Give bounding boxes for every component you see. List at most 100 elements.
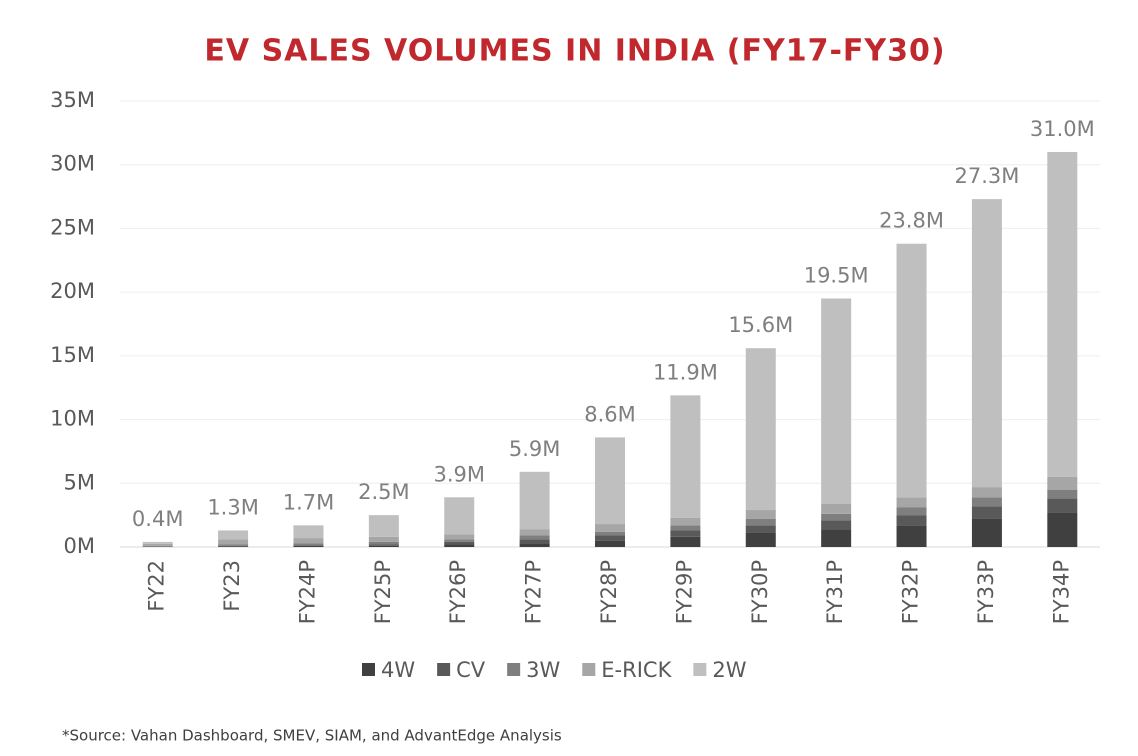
- total-label: 1.7M: [283, 490, 335, 514]
- bar-segment: [218, 530, 249, 540]
- footnote: *Source: Vahan Dashboard, SMEV, SIAM, an…: [62, 727, 562, 745]
- total-label: 31.0M: [1030, 117, 1095, 141]
- bar-segment: [293, 538, 324, 544]
- y-tick-label: 20M: [50, 279, 95, 303]
- legend-label: E-RICK: [601, 658, 672, 682]
- x-tick-label: FY32P: [899, 560, 923, 624]
- bar-segment: [670, 536, 701, 547]
- bar-segment: [444, 544, 475, 547]
- legend-swatch: [507, 663, 521, 676]
- legend-label: CV: [456, 658, 486, 682]
- bar-segment: [595, 437, 625, 525]
- bar-segment: [595, 524, 625, 532]
- bar-segment: [368, 544, 399, 546]
- bar-segment: [519, 535, 550, 540]
- bar-segment: [368, 541, 399, 545]
- bar-segment: [595, 535, 625, 541]
- bar-segment: [293, 545, 324, 546]
- bar-segment: [821, 298, 852, 504]
- x-tick-label: FY29P: [672, 560, 696, 624]
- bar-segment: [896, 497, 927, 508]
- total-label: 3.9M: [433, 462, 485, 486]
- bar-segment: [670, 395, 701, 518]
- chart-title: EV SALES VOLUMES IN INDIA (FY17-FY30): [204, 34, 945, 69]
- total-label: 19.5M: [804, 264, 869, 288]
- y-tick-label: 0M: [64, 534, 95, 558]
- bar-segment: [444, 497, 475, 535]
- bar-segment: [368, 545, 399, 547]
- bar-segment: [368, 515, 399, 537]
- bar-segment: [519, 543, 550, 547]
- legend-label: 2W: [712, 658, 746, 682]
- legend-swatch: [693, 663, 707, 676]
- bar-segment: [293, 545, 324, 547]
- bar-segment: [745, 525, 776, 533]
- bar-segment: [595, 531, 625, 536]
- bar-segment: [1047, 498, 1078, 513]
- bar-segment: [444, 534, 475, 540]
- bar-segment: [821, 503, 852, 514]
- bar-segment: [519, 539, 550, 544]
- legend-swatch: [362, 663, 375, 676]
- legend-label: 4W: [381, 658, 415, 682]
- bar-segment: [971, 199, 1002, 488]
- bar-segment: [218, 546, 249, 547]
- x-tick-label: FY31P: [823, 560, 847, 624]
- bar-segment: [142, 543, 173, 546]
- total-label: 11.9M: [653, 360, 718, 384]
- bar-segment: [821, 520, 852, 530]
- y-tick-label: 30M: [50, 152, 95, 176]
- bar-segment: [971, 497, 1002, 507]
- x-tick-label: FY28P: [597, 560, 621, 624]
- bar-segment: [896, 243, 927, 498]
- y-tick-label: 5M: [64, 470, 95, 494]
- bar-segment: [218, 545, 249, 547]
- y-tick-label: 15M: [50, 343, 95, 367]
- bar-segment: [821, 513, 852, 521]
- x-tick-label: FY34P: [1049, 560, 1073, 624]
- bar-segment: [142, 541, 173, 544]
- bar-segment: [896, 515, 927, 526]
- total-label: 23.8M: [879, 209, 944, 233]
- bar-segment: [368, 536, 399, 542]
- x-tick-label: FY30P: [748, 560, 772, 624]
- x-tick-label: FY22: [145, 560, 169, 612]
- total-label: 0.4M: [132, 507, 184, 531]
- bar-segment: [519, 471, 550, 530]
- x-tick-label: FY33P: [974, 560, 998, 624]
- bar-segment: [1047, 512, 1078, 547]
- bar-segment: [745, 510, 776, 519]
- bar-segment: [142, 545, 173, 547]
- legend-label: 3W: [526, 658, 560, 682]
- total-label: 27.3M: [954, 164, 1019, 188]
- x-tick-label: FY27P: [522, 560, 546, 624]
- total-label: 8.6M: [584, 402, 636, 426]
- bar-segment: [293, 543, 324, 546]
- y-tick-label: 25M: [50, 215, 95, 239]
- legend-swatch: [582, 663, 596, 676]
- bar-segment: [1047, 151, 1078, 477]
- bar-segment: [745, 532, 776, 547]
- bar-segment: [670, 530, 701, 537]
- bar-segment: [670, 525, 701, 531]
- x-tick-label: FY25P: [371, 560, 395, 624]
- x-tick-label: FY23: [220, 560, 244, 612]
- bar-segment: [444, 539, 475, 542]
- total-label: 2.5M: [358, 480, 410, 504]
- total-label: 1.3M: [207, 495, 259, 519]
- bar-segment: [745, 518, 776, 526]
- bar-segment: [293, 525, 324, 539]
- bar-segment: [519, 529, 550, 536]
- x-tick-label: FY24P: [295, 560, 319, 624]
- total-label: 5.9M: [509, 437, 561, 461]
- y-tick-label: 35M: [50, 88, 95, 112]
- bar-segment: [444, 541, 475, 545]
- bar-segment: [670, 517, 701, 526]
- bar-segment: [821, 529, 852, 547]
- x-tick-label: FY26P: [446, 560, 470, 624]
- bar-segment: [218, 544, 249, 546]
- bar-segment: [745, 348, 776, 511]
- legend-swatch: [437, 663, 451, 676]
- bar-segment: [1047, 476, 1078, 490]
